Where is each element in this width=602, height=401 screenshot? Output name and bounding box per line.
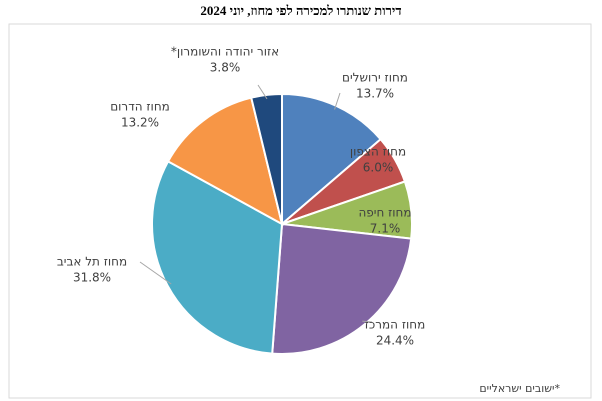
leader-line — [257, 84, 268, 100]
slice-label: מחוז הצפון — [350, 145, 406, 159]
slice-label: מחוז חיפה — [358, 206, 411, 220]
slice-label: מחוז המרכז — [365, 318, 426, 332]
slice-label: אזור יהודה והשומרון* — [171, 45, 279, 59]
leader-line — [362, 320, 373, 323]
value-label: 24.4% — [376, 334, 414, 348]
value-label: 3.8% — [210, 61, 241, 75]
pie-slice — [166, 96, 284, 226]
pie-slice — [151, 160, 284, 355]
value-label: 13.2% — [121, 116, 159, 130]
pie-slice — [271, 222, 413, 355]
footnote: *ישובים ישראליים — [479, 382, 560, 395]
value-label: 7.1% — [370, 222, 401, 236]
chart-title: דירות שנותרו למכירה לפי מחוז, יוני 2024 — [200, 3, 401, 18]
leader-line — [139, 261, 172, 285]
leader-line — [334, 92, 341, 110]
slice-label: מחוז ירושלים — [342, 71, 408, 85]
value-label: 13.7% — [356, 87, 394, 101]
slice-label: מחוז תל אביב — [57, 255, 127, 269]
slice-label: מחוז הדרום — [110, 100, 170, 114]
value-label: 31.8% — [73, 271, 111, 285]
pie-slice — [250, 92, 283, 225]
value-label: 6.0% — [363, 161, 394, 175]
